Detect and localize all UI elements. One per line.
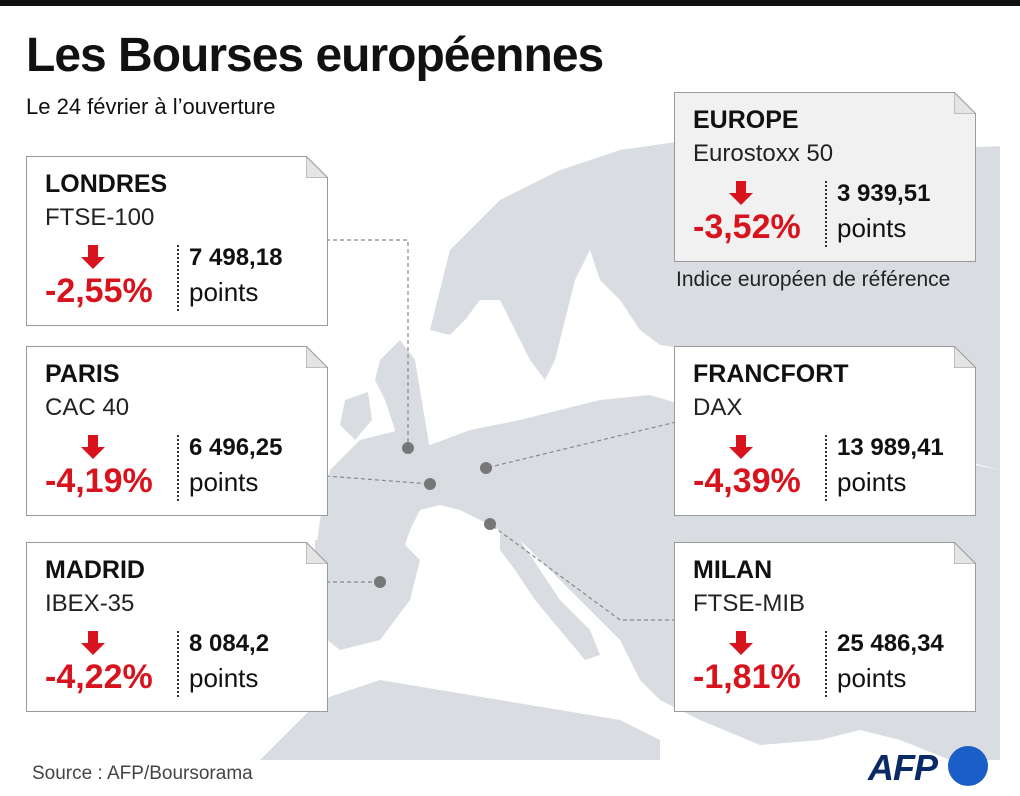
city-name: EUROPE [693, 106, 799, 134]
leader-line-londres [326, 239, 409, 446]
arrow-down-icon [79, 243, 107, 271]
card-fold [306, 542, 328, 564]
market-card-europe: EUROPE Eurostoxx 50 -3,52% 3 939,51 poin… [674, 92, 976, 262]
market-card-francfort: FRANCFORT DAX -4,39% 13 989,41 points [674, 346, 976, 516]
index-value: 25 486,34 [837, 630, 944, 657]
arrow-down-icon [79, 433, 107, 461]
map-britain [375, 340, 430, 460]
divider [825, 435, 827, 501]
top-rule [0, 0, 1020, 6]
index-name: IBEX-35 [45, 590, 135, 617]
city-dot-milan [484, 518, 496, 530]
index-value: 3 939,51 [837, 180, 931, 207]
index-value: 7 498,18 [189, 244, 283, 271]
percent-change: -3,52% [693, 208, 801, 246]
map-italy [500, 530, 600, 660]
map-north-africa [260, 680, 660, 760]
divider [825, 181, 827, 247]
city-name: LONDRES [45, 170, 168, 198]
card-fold [306, 156, 328, 178]
value-unit: points [189, 467, 259, 497]
map-iberia [315, 540, 420, 650]
market-card-madrid: MADRID IBEX-35 -4,22% 8 084,2 points [26, 542, 328, 712]
afp-logo-text: AFP [868, 747, 938, 788]
afp-logo-dot [948, 746, 988, 786]
index-value: 6 496,25 [189, 434, 283, 461]
arrow-down-icon [727, 433, 755, 461]
percent-change: -4,39% [693, 462, 801, 500]
source-credit: Source : AFP/Boursorama [32, 763, 253, 784]
index-value: 8 084,2 [189, 630, 270, 657]
index-name: FTSE-MIB [693, 590, 805, 617]
city-dot-francfort [480, 462, 492, 474]
leader-line-francfort [485, 421, 677, 469]
divider [177, 245, 179, 311]
market-card-paris: PARIS CAC 40 -4,19% 6 496,25 points [26, 346, 328, 516]
city-name: PARIS [45, 360, 120, 388]
divider [177, 435, 179, 501]
afp-logo: AFP [868, 744, 988, 792]
city-dot-madrid [374, 576, 386, 588]
market-card-milan: MILAN FTSE-MIB -1,81% 25 486,34 points [674, 542, 976, 712]
market-card-londres: LONDRES FTSE-100 -2,55% 7 498,18 points [26, 156, 328, 326]
card-fold [306, 346, 328, 368]
page-subtitle: Le 24 février à l’ouverture [26, 94, 276, 119]
value-unit: points [837, 213, 907, 243]
arrow-down-icon [727, 179, 755, 207]
city-name: MADRID [45, 556, 145, 584]
card-fold [954, 542, 976, 564]
percent-change: -4,22% [45, 658, 153, 696]
map-ireland [340, 392, 372, 440]
divider [177, 631, 179, 697]
index-value: 13 989,41 [837, 434, 944, 461]
map-iceland [505, 205, 560, 238]
card-fold [954, 92, 976, 114]
value-unit: points [189, 663, 259, 693]
city-name: FRANCFORT [693, 360, 849, 388]
percent-change: -2,55% [45, 272, 153, 310]
leader-line-milan [489, 523, 676, 621]
arrow-down-icon [727, 629, 755, 657]
percent-change: -4,19% [45, 462, 153, 500]
divider [825, 631, 827, 697]
value-unit: points [189, 277, 259, 307]
value-unit: points [837, 467, 907, 497]
city-name: MILAN [693, 556, 773, 584]
page-title: Les Bourses européennes [26, 29, 604, 82]
percent-change: -1,81% [693, 658, 801, 696]
city-dot-londres [402, 442, 414, 454]
city-dot-paris [424, 478, 436, 490]
index-name: CAC 40 [45, 394, 130, 421]
value-unit: points [837, 663, 907, 693]
europe-index-note: Indice européen de référence [676, 268, 951, 291]
leader-line-paris [325, 475, 431, 485]
index-name: DAX [693, 394, 743, 421]
card-fold [954, 346, 976, 368]
index-name: FTSE-100 [45, 204, 155, 231]
index-name: Eurostoxx 50 [693, 140, 834, 167]
arrow-down-icon [79, 629, 107, 657]
